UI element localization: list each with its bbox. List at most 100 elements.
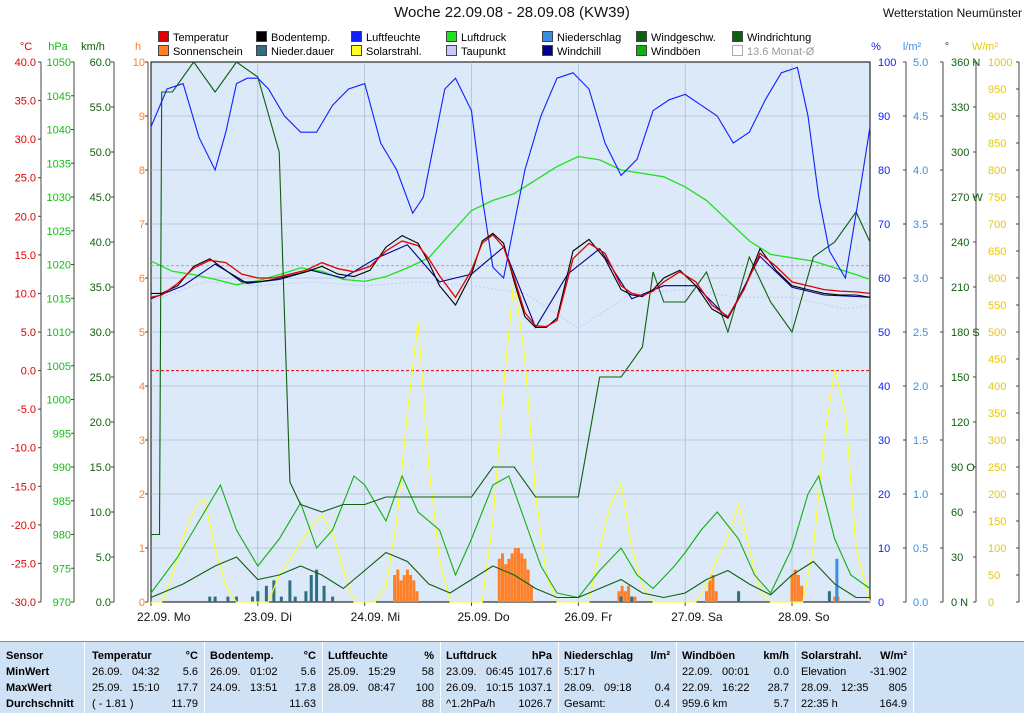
stats-text: 88 (421, 698, 434, 710)
bar-niederdauer (213, 596, 217, 602)
axis-tick-label-solar_wm2: 250 (988, 462, 1006, 474)
axis-tick-label-rain_lm2: 2.0 (913, 381, 928, 393)
bar-sonnenschein (633, 596, 637, 602)
stats-column: Bodentemp. °C 26.09. 01:02 5.6 24.09. 13:51 17.… (204, 642, 323, 713)
axis-tick-label-rain_lm2: 0.5 (913, 543, 928, 555)
stats-text: °C (303, 650, 316, 662)
axis-tick-label-humidity_pct: 70 (878, 219, 890, 231)
stats-text: 17.7 (176, 682, 198, 694)
axis-tick-label-sun_h: 9 (139, 111, 145, 123)
bar-sonnenschein (529, 585, 533, 602)
stats-text: 100 (415, 682, 434, 694)
legend-label: Windböen (651, 46, 701, 58)
axis-tick-label-humidity_pct: 20 (878, 489, 890, 501)
stats-text: 11.63 (289, 698, 316, 710)
axis-tick-label-solar_wm2: 950 (988, 84, 1006, 96)
legend-swatch (636, 45, 647, 56)
x-tick-label: 26.09. Fr (564, 610, 612, 624)
axis-tick-label-wind_kmh: 45.0 (90, 192, 111, 204)
stats-text: 17.8 (294, 682, 316, 694)
stats-header: Solarstrahl. W/m² (801, 648, 907, 664)
stats-text: 28.09. (328, 682, 359, 694)
bar-sonnenschein (402, 575, 406, 602)
stats-text: 15:29 (368, 666, 396, 678)
axis-tick-label-wind_kmh: 40.0 (90, 237, 111, 249)
stats-text: Elevation (801, 666, 847, 678)
stats-column: Solarstrahl. W/m² Elevation -31.902 28.09. 12… (795, 642, 914, 713)
axis-tick-label-sun_h: 10 (133, 57, 145, 69)
series-line-windrichtung (151, 61, 871, 536)
axis-tick-label-solar_wm2: 50 (988, 570, 1000, 582)
axis-tick-label-pressure_hpa: 1035 (47, 158, 71, 170)
axis-tick-label-temp_c: 15.0 (15, 250, 36, 262)
stats-text: ( - 1.81 ) (92, 698, 134, 710)
stats-text: 28.09. (564, 682, 595, 694)
legend-item: Temperatur (158, 31, 229, 45)
axis-tick-label-pressure_hpa: 1010 (47, 327, 71, 339)
bar-sonnenschein (520, 553, 524, 602)
legend-label: Windgeschw. (651, 32, 716, 44)
x-tick-label: 23.09. Di (244, 610, 292, 624)
axis-tick-label-temp_c: 5.0 (21, 327, 36, 339)
stats-text: Luftdruck (446, 650, 497, 662)
bar-niederdauer (272, 580, 276, 602)
bar-niederdauer (288, 580, 292, 602)
bar-sonnenschein (510, 553, 514, 602)
stats-cell: 22.09. 16:22 28.7 (682, 680, 789, 696)
bar-sonnenschein (800, 585, 804, 602)
stats-label-avg: Durchschnitt (6, 698, 74, 710)
stats-text: Gesamt: (564, 698, 606, 710)
bar-niederdauer (309, 575, 313, 602)
axis-tick-label-direction_deg: 60 (951, 507, 963, 519)
axis-tick-label-pressure_hpa: 1025 (47, 226, 71, 238)
bar-niederdauer (234, 596, 238, 602)
axis-tick-label-wind_kmh: 5.0 (96, 552, 111, 564)
axis-tick-label-rain_lm2: 4.5 (913, 111, 928, 123)
axis-tick-label-rain_lm2: 5.0 (913, 57, 928, 69)
axis-tick-label-pressure_hpa: 1015 (47, 293, 71, 305)
axis-tick-label-solar_wm2: 850 (988, 138, 1006, 150)
axis-tick-label-solar_wm2: 700 (988, 219, 1006, 231)
stats-text: 13:51 (250, 682, 278, 694)
stats-text: hPa (531, 650, 552, 662)
axis-tick-label-solar_wm2: 800 (988, 165, 1006, 177)
axis-tick-label-wind_kmh: 30.0 (90, 327, 111, 339)
series-line-taupunkt (150, 281, 871, 329)
series-line-windchill (150, 244, 871, 329)
axis-tick-label-rain_lm2: 3.5 (913, 219, 928, 231)
legend-label: 13.6 Monat-Ø (747, 46, 815, 58)
stats-text: 00:01 (722, 666, 750, 678)
legend-swatch (732, 45, 743, 56)
axis-tick-label-sun_h: 2 (139, 489, 145, 501)
bar-niederdauer (619, 596, 623, 602)
axis-tick-label-sun_h: 1 (139, 543, 145, 555)
legend-swatch (158, 45, 169, 56)
axis-tick-label-sun_h: 6 (139, 273, 145, 285)
stats-text: W/m² (880, 650, 907, 662)
axis-tick-label-temp_c: 30.0 (15, 134, 36, 146)
axis-unit-direction_deg: ° (945, 41, 949, 53)
bar-sonnenschein (705, 591, 709, 602)
legend-item: Solarstrahl. (351, 45, 422, 59)
bar-sonnenschein (796, 575, 800, 602)
stats-header: Niederschlag l/m² (564, 648, 670, 664)
axis-tick-label-wind_kmh: 35.0 (90, 282, 111, 294)
axis-unit-solar_wm2: W/m² (972, 41, 999, 53)
stats-text: 26.09. (92, 666, 123, 678)
bar-niederdauer (322, 585, 326, 602)
bar-sonnenschein (396, 569, 400, 602)
axis-tick-label-wind_kmh: 10.0 (90, 507, 111, 519)
axis-tick-label-solar_wm2: 200 (988, 489, 1006, 501)
stats-text: Bodentemp. (210, 650, 274, 662)
stats-text: 26.09. (446, 682, 477, 694)
axis-tick-label-solar_wm2: 0 (988, 597, 994, 609)
axis-tick-label-rain_lm2: 0.0 (913, 597, 928, 609)
axis-tick-label-temp_c: 10.0 (15, 288, 36, 300)
stats-cell: 22:35 h 164.9 (801, 696, 907, 712)
legend-swatch (542, 31, 553, 42)
chart-title: Woche 22.09.08 - 28.09.08 (KW39) (394, 4, 630, 21)
stats-text: 28.7 (767, 682, 789, 694)
axis-tick-label-solar_wm2: 500 (988, 327, 1006, 339)
stats-text: Windböen (682, 650, 736, 662)
